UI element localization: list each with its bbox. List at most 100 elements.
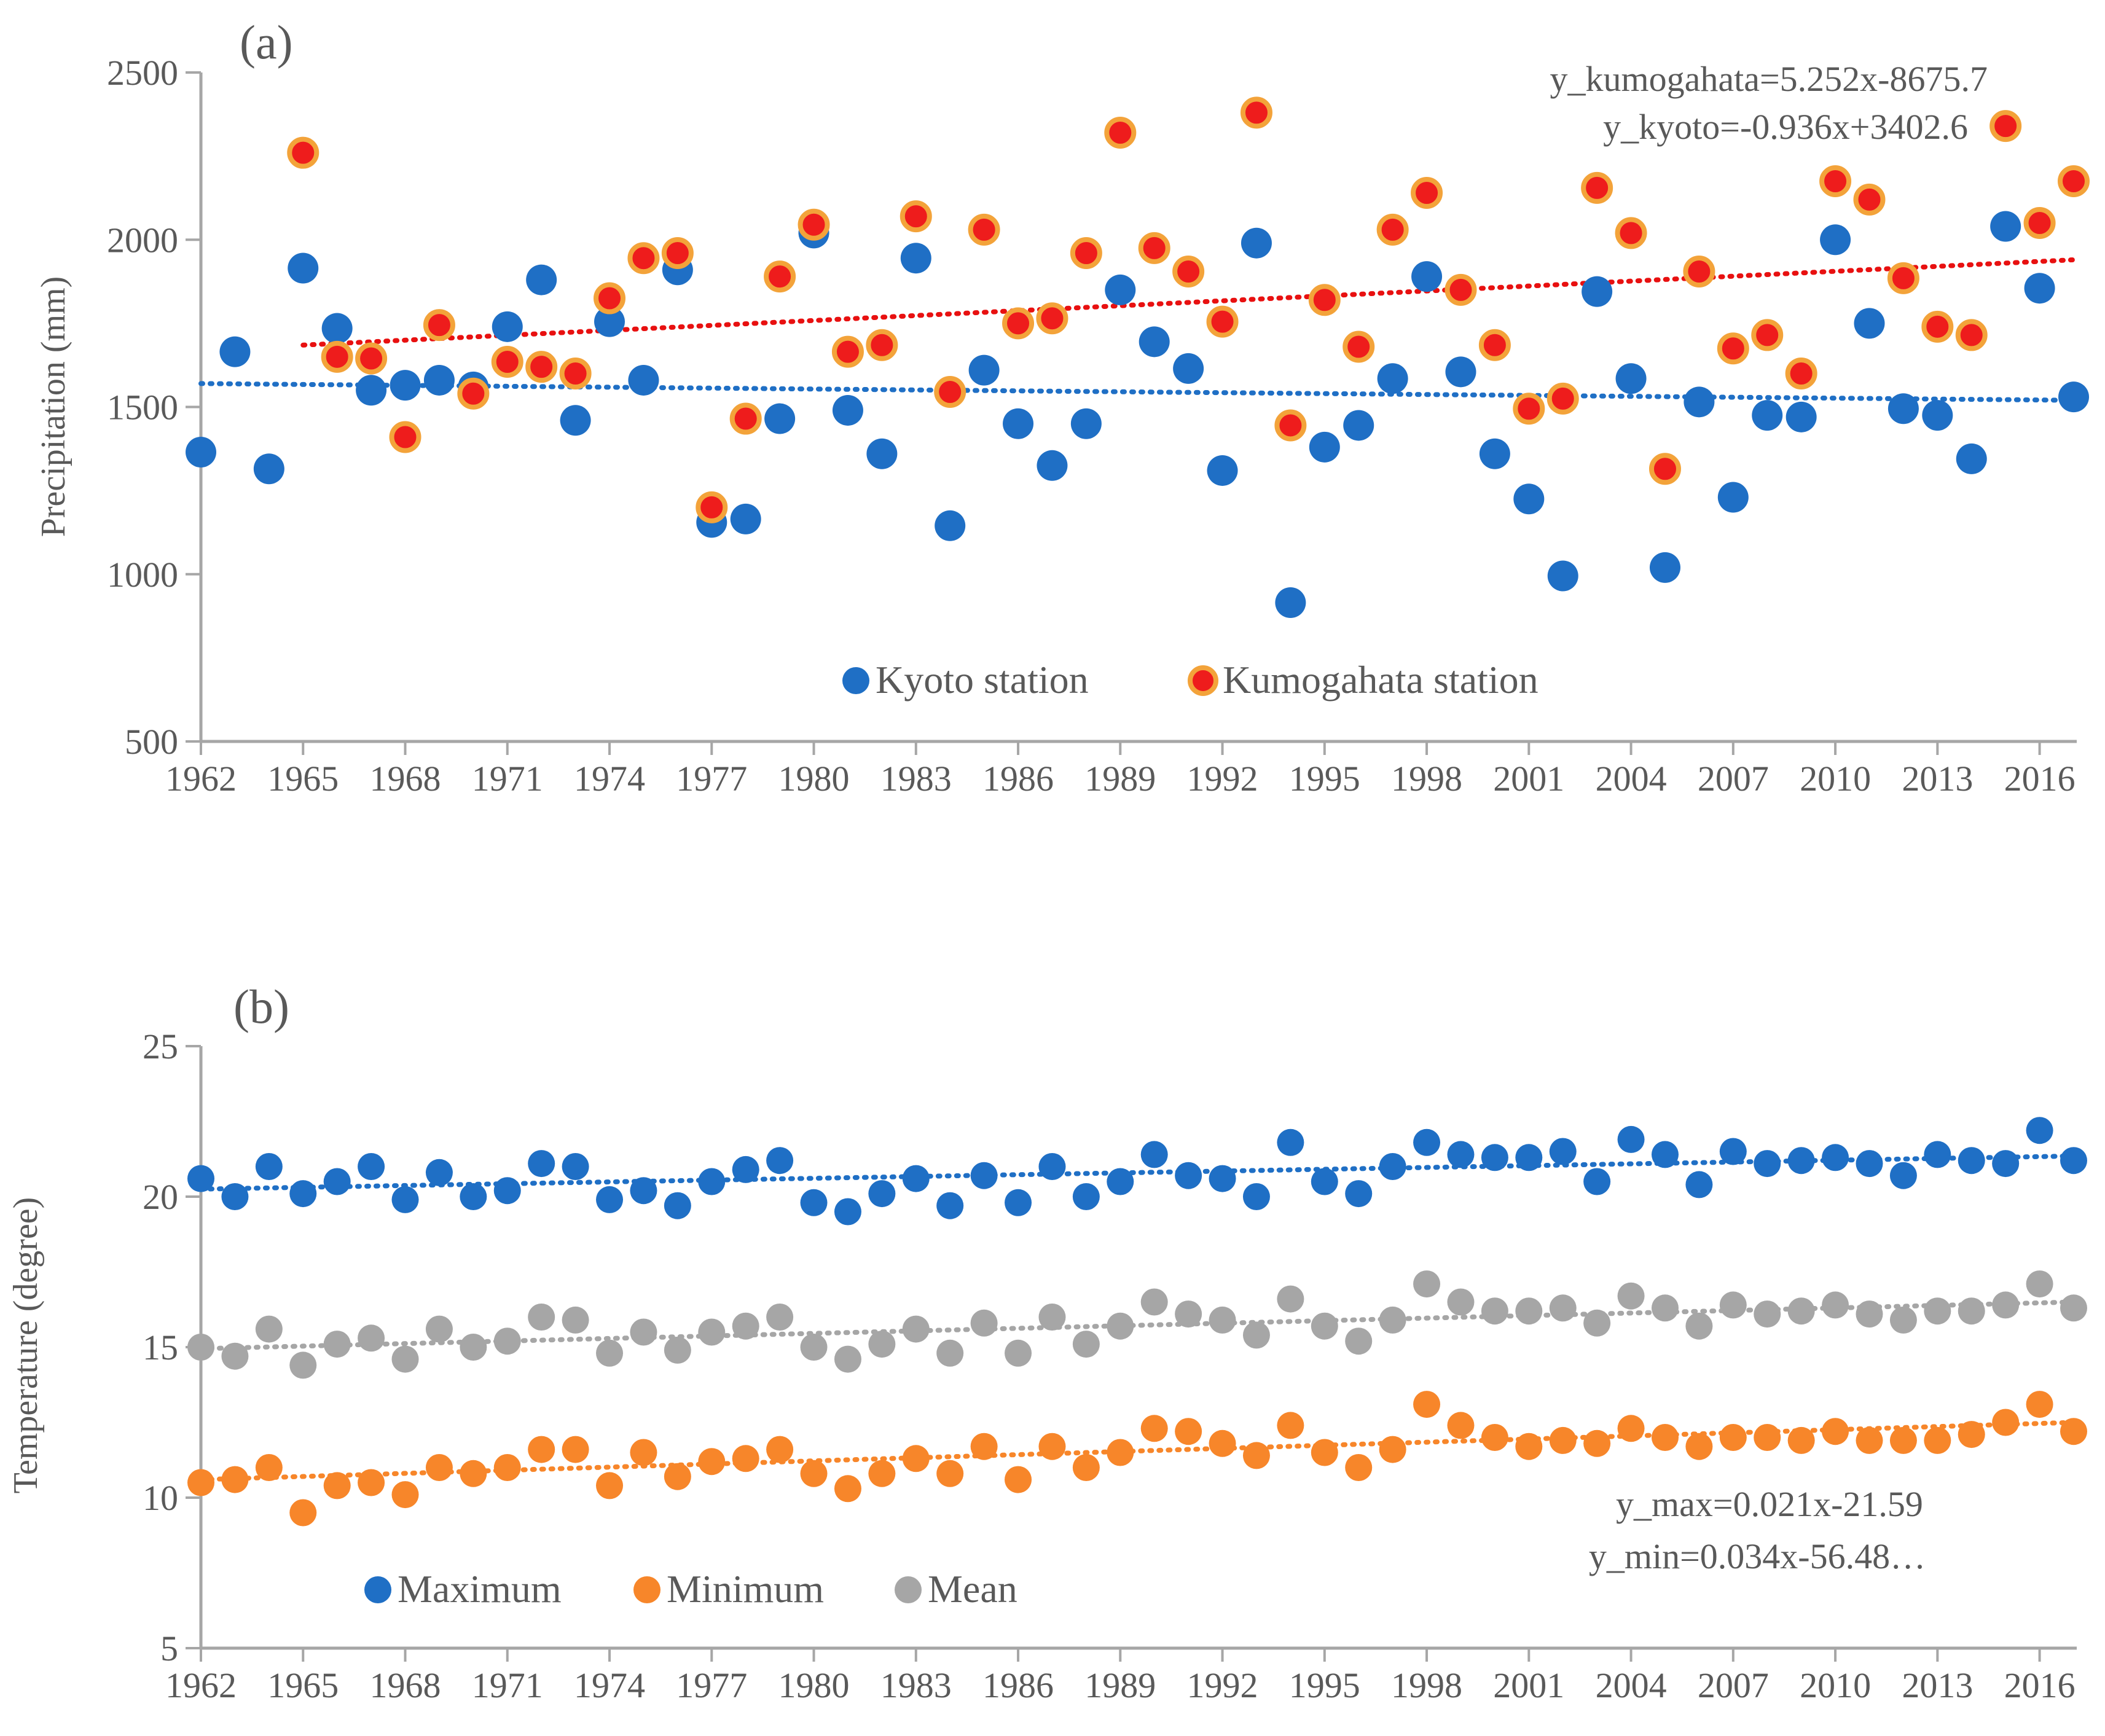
minimum-point xyxy=(528,1436,555,1463)
mean-point xyxy=(391,1345,419,1373)
x-tick-label: 1989 xyxy=(1084,1665,1156,1705)
mean-point xyxy=(1685,1312,1713,1340)
maximum-point xyxy=(1447,1141,1475,1168)
maximum-point xyxy=(493,1177,521,1205)
kyoto-station-point xyxy=(423,364,455,396)
maximum-point xyxy=(834,1198,861,1226)
kumogahata-station-point xyxy=(729,402,762,435)
minimum-point xyxy=(1958,1421,1985,1449)
minimum-point xyxy=(868,1460,896,1487)
mean-point xyxy=(1856,1300,1883,1328)
kumogahata-station-point xyxy=(764,260,796,293)
minimum-point xyxy=(1515,1433,1543,1460)
mean-point xyxy=(1889,1306,1917,1334)
x-tick-label: 2004 xyxy=(1596,1665,1667,1705)
x-tick-label: 1968 xyxy=(370,759,441,799)
kumogahata-station-point xyxy=(1785,358,1817,390)
x-tick-label: 1977 xyxy=(676,759,747,799)
x-tick-label: 1998 xyxy=(1391,1665,1462,1705)
kumogahata-station-point xyxy=(2023,207,2056,240)
mean-point xyxy=(1038,1304,1066,1331)
mean-point xyxy=(1107,1312,1134,1340)
kumogahata-station-point xyxy=(1206,305,1239,338)
minimum-point xyxy=(1481,1424,1508,1451)
kyoto-station-point xyxy=(1547,560,1578,592)
mean-point xyxy=(1175,1300,1202,1328)
mean-point xyxy=(936,1339,964,1367)
kumogahata-station-point xyxy=(1138,232,1170,264)
y-tick-label: 10 xyxy=(143,1478,178,1518)
minimum-point xyxy=(562,1436,589,1463)
panel-b-data-points xyxy=(187,1117,2087,1527)
mean-point xyxy=(2060,1294,2087,1322)
mean-point xyxy=(664,1336,691,1364)
minimum-point xyxy=(1889,1426,1917,1454)
kumogahata-station-point xyxy=(1955,319,1988,351)
x-tick-label: 1962 xyxy=(165,1665,237,1705)
y-tick-label: 1000 xyxy=(107,555,178,595)
mean-point xyxy=(698,1318,726,1346)
minimum-point xyxy=(460,1460,487,1487)
x-tick-label: 2004 xyxy=(1596,759,1667,799)
kyoto-station-point xyxy=(1241,227,1272,259)
kyoto-station-point xyxy=(1479,438,1510,469)
minimum-point xyxy=(834,1475,861,1503)
minimum-point xyxy=(1754,1424,1781,1451)
kyoto-station-point xyxy=(1309,431,1340,463)
kyoto-trend-equation: y_kyoto=-0.936x+3402.6 xyxy=(1603,107,1968,147)
kyoto-station-point xyxy=(1717,482,1749,513)
kyoto-station-point xyxy=(1513,483,1545,515)
minimum-point xyxy=(800,1460,828,1487)
kumogahata-station-point xyxy=(1581,171,1613,204)
minimum-point xyxy=(2026,1391,2053,1418)
minimum-point xyxy=(1719,1424,1747,1451)
kumogahata-station-point xyxy=(1853,183,1886,216)
kumogahata-station-point xyxy=(831,335,864,368)
kyoto-station-point xyxy=(1854,308,1885,339)
kyoto-station-point xyxy=(1343,410,1374,441)
kyoto-station-point xyxy=(866,438,898,469)
legend-minimum-label: Minimum xyxy=(667,1567,824,1611)
x-tick-label: 1968 xyxy=(370,1665,441,1705)
minimum-point xyxy=(1277,1412,1304,1439)
maximum-point xyxy=(936,1192,964,1219)
kumogahata-station-point xyxy=(2058,165,2090,197)
mean-point xyxy=(1311,1312,1338,1340)
kyoto-station-point xyxy=(1956,443,1987,474)
kyoto-station-point xyxy=(1377,363,1408,394)
kumogahata-station-point xyxy=(798,208,830,241)
legend-maximum-marker xyxy=(364,1576,391,1603)
kyoto-station-point xyxy=(2058,381,2089,413)
panel-b-legend: Maximum Minimum Mean xyxy=(364,1567,1017,1611)
kyoto-station-point xyxy=(832,394,863,426)
maximum-point xyxy=(1924,1141,1951,1168)
minimum-point xyxy=(1345,1454,1373,1481)
x-tick-label: 1983 xyxy=(880,759,952,799)
kyoto-station-point xyxy=(186,437,216,468)
mean-point xyxy=(221,1342,249,1370)
mean-point xyxy=(1924,1297,1951,1325)
mean-point xyxy=(902,1315,930,1343)
maximum-point xyxy=(1107,1168,1134,1195)
x-tick-label: 1977 xyxy=(676,1665,747,1705)
maximum-point xyxy=(425,1159,453,1186)
kumogahata-station-point xyxy=(491,345,523,378)
mean-point xyxy=(1617,1282,1645,1310)
minimum-point xyxy=(1651,1424,1679,1451)
maximum-point xyxy=(289,1180,317,1208)
kyoto-station-point xyxy=(968,354,1000,386)
mean-point xyxy=(358,1324,385,1352)
maximum-point xyxy=(1651,1141,1679,1168)
maximum-point xyxy=(1822,1144,1849,1171)
minimum-point xyxy=(323,1472,351,1499)
panel-a-y-axis-title: Precipitation (mm) xyxy=(34,276,73,538)
kumogahata-station-point xyxy=(696,491,728,523)
minimum-point xyxy=(1924,1426,1951,1454)
kyoto-station-point xyxy=(1615,363,1647,394)
kumogahata-station-point xyxy=(1921,310,1954,343)
kumogahata-station-point xyxy=(627,242,660,275)
maximum-point xyxy=(596,1186,624,1213)
x-tick-label: 1992 xyxy=(1187,759,1258,799)
